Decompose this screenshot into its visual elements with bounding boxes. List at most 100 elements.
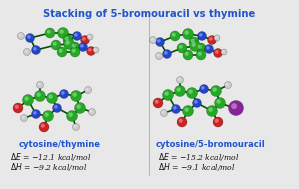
Circle shape — [15, 105, 19, 109]
Circle shape — [215, 36, 217, 38]
Circle shape — [80, 44, 84, 48]
Circle shape — [172, 33, 176, 37]
Circle shape — [225, 81, 231, 88]
Circle shape — [155, 53, 162, 60]
Circle shape — [185, 52, 189, 56]
Circle shape — [162, 50, 172, 59]
Circle shape — [194, 100, 198, 104]
Circle shape — [79, 43, 88, 51]
Circle shape — [209, 37, 213, 41]
Circle shape — [47, 92, 57, 104]
Circle shape — [182, 105, 193, 116]
Circle shape — [212, 88, 217, 92]
Circle shape — [155, 37, 164, 46]
Circle shape — [25, 33, 34, 43]
Circle shape — [71, 91, 82, 101]
Circle shape — [22, 94, 33, 105]
Circle shape — [170, 31, 180, 41]
Circle shape — [45, 112, 49, 117]
Circle shape — [82, 37, 86, 41]
Circle shape — [214, 98, 225, 108]
Circle shape — [57, 28, 68, 39]
Circle shape — [182, 29, 193, 40]
Text: $\Delta H$ = −9.1 kcal/mol: $\Delta H$ = −9.1 kcal/mol — [158, 161, 236, 173]
Circle shape — [61, 91, 65, 95]
Circle shape — [24, 49, 30, 56]
Circle shape — [207, 105, 217, 116]
Circle shape — [153, 98, 163, 108]
Circle shape — [178, 78, 181, 81]
Circle shape — [222, 50, 225, 53]
Circle shape — [53, 42, 57, 46]
Circle shape — [188, 89, 193, 94]
Circle shape — [161, 109, 167, 116]
Circle shape — [65, 40, 70, 45]
Circle shape — [210, 85, 222, 97]
Circle shape — [48, 94, 53, 99]
Circle shape — [74, 125, 77, 128]
Circle shape — [198, 45, 202, 49]
Circle shape — [72, 123, 80, 130]
Circle shape — [45, 28, 55, 38]
Circle shape — [74, 102, 86, 114]
Circle shape — [77, 105, 81, 109]
Circle shape — [93, 47, 99, 53]
Circle shape — [51, 40, 61, 50]
Circle shape — [85, 87, 91, 94]
Circle shape — [19, 34, 22, 36]
Circle shape — [206, 46, 210, 50]
Circle shape — [157, 39, 161, 43]
Circle shape — [63, 35, 73, 45]
Circle shape — [63, 39, 74, 50]
Circle shape — [199, 33, 203, 37]
Circle shape — [177, 117, 187, 127]
Circle shape — [196, 43, 206, 53]
Circle shape — [196, 50, 206, 60]
Circle shape — [191, 39, 195, 43]
Circle shape — [179, 45, 183, 49]
Circle shape — [216, 99, 221, 104]
Circle shape — [22, 116, 25, 119]
Circle shape — [36, 81, 43, 88]
Text: $\Delta E$ = −12.1 kcal/mol: $\Delta E$ = −12.1 kcal/mol — [10, 151, 91, 163]
Text: $\Delta E$ = −15.2 kcal/mol: $\Delta E$ = −15.2 kcal/mol — [158, 151, 239, 163]
Circle shape — [41, 124, 45, 128]
Circle shape — [72, 32, 82, 40]
Circle shape — [59, 49, 63, 53]
Circle shape — [72, 92, 77, 97]
Circle shape — [199, 84, 208, 94]
Circle shape — [162, 90, 173, 101]
Circle shape — [215, 119, 219, 123]
Circle shape — [228, 101, 243, 115]
Circle shape — [87, 34, 93, 40]
Circle shape — [34, 91, 45, 101]
Circle shape — [184, 30, 189, 35]
Circle shape — [164, 91, 169, 96]
Circle shape — [88, 48, 92, 52]
Circle shape — [208, 36, 216, 44]
Circle shape — [226, 83, 228, 86]
Circle shape — [214, 35, 220, 41]
Circle shape — [31, 109, 40, 119]
Circle shape — [33, 111, 37, 115]
Circle shape — [221, 49, 227, 55]
Circle shape — [88, 35, 91, 37]
Circle shape — [31, 46, 40, 54]
Circle shape — [157, 54, 160, 57]
Circle shape — [177, 43, 187, 53]
Text: cytosine/thymine: cytosine/thymine — [19, 140, 101, 149]
Circle shape — [80, 36, 89, 44]
Circle shape — [53, 104, 62, 112]
Text: $\Delta H$ = −9.2 kcal/mol: $\Delta H$ = −9.2 kcal/mol — [10, 161, 87, 173]
Circle shape — [175, 85, 185, 97]
Circle shape — [72, 44, 76, 48]
Circle shape — [60, 90, 68, 98]
Circle shape — [213, 49, 222, 57]
Circle shape — [65, 37, 69, 41]
Circle shape — [176, 77, 184, 84]
Circle shape — [25, 50, 28, 53]
Circle shape — [57, 47, 67, 57]
Circle shape — [162, 111, 164, 114]
Circle shape — [155, 100, 159, 104]
Circle shape — [18, 33, 25, 40]
